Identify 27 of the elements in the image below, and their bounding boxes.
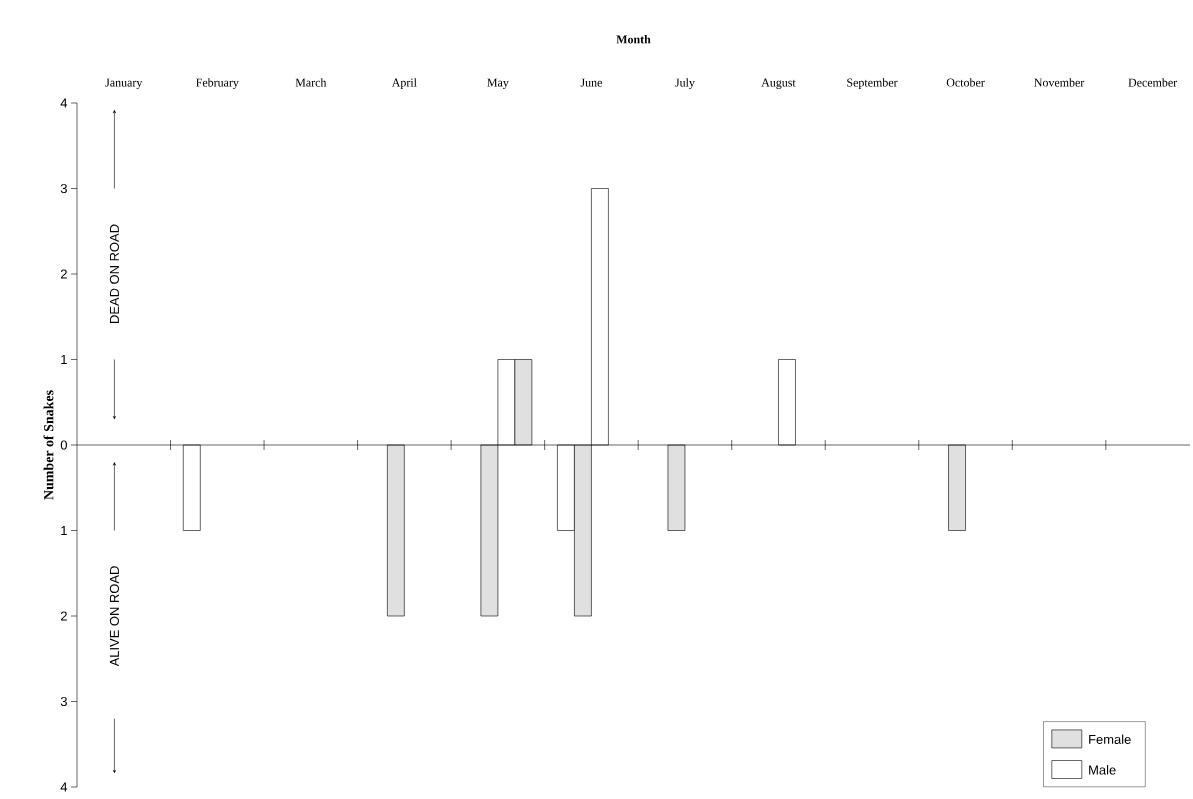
y-tick-label: 1 xyxy=(61,526,67,535)
y-tick-label: 3 xyxy=(60,696,67,707)
x-tick-label: April xyxy=(391,78,417,90)
y-tick-label: 4 xyxy=(60,98,68,108)
y-tick-label: 2 xyxy=(60,611,67,621)
x-tick-label: June xyxy=(580,78,602,87)
x-tick-label: January xyxy=(105,78,143,90)
x-tick-label: November xyxy=(1034,78,1085,87)
legend-label: Male xyxy=(1089,765,1116,775)
x-tick-label: December xyxy=(1128,78,1178,87)
y-tick-label: 2 xyxy=(60,269,67,279)
x-tick-label: July xyxy=(675,78,695,90)
x-axis-title: Month xyxy=(616,35,651,44)
y-tick-label: 0 xyxy=(60,440,67,450)
y-tick-label: 3 xyxy=(60,183,67,194)
x-tick-label: March xyxy=(295,78,327,87)
x-tick-label: September xyxy=(847,78,898,90)
y-tick-label: 4 xyxy=(60,782,68,792)
legend-label: Female xyxy=(1089,734,1131,744)
y-axis-title: Number of Snakes xyxy=(43,390,54,500)
y-tick-label: 1 xyxy=(61,355,67,364)
annotation: ALIVE ON ROAD xyxy=(109,566,119,667)
x-tick-label: February xyxy=(196,78,239,90)
annotation: DEAD ON ROAD xyxy=(109,224,119,323)
x-tick-label: October xyxy=(946,78,985,87)
x-tick-label: August xyxy=(761,78,796,90)
x-tick-label: May xyxy=(487,78,509,90)
